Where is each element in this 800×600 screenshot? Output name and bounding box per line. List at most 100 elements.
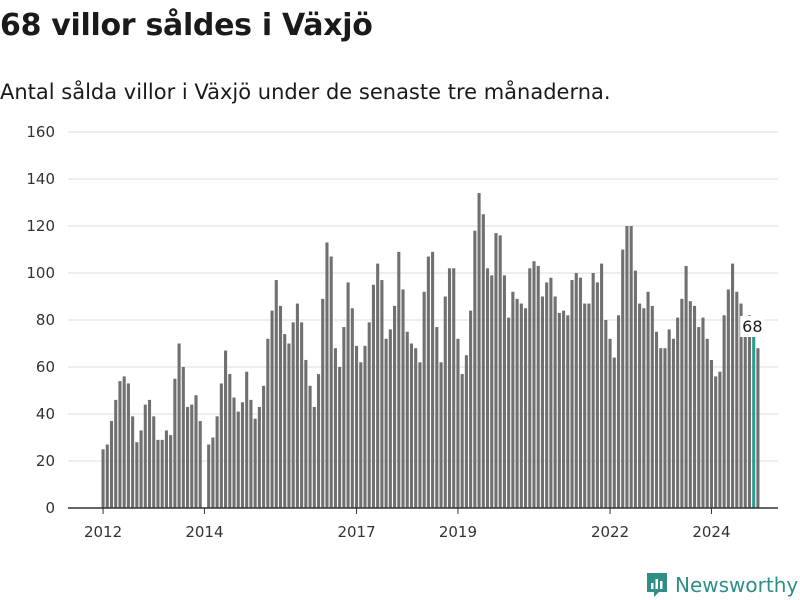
bar <box>566 315 570 508</box>
bar <box>621 249 625 508</box>
bar <box>300 322 304 508</box>
bar <box>232 397 236 508</box>
bar <box>726 289 730 508</box>
bar <box>240 402 245 508</box>
x-tick-label: 2024 <box>692 523 730 541</box>
bar <box>422 291 426 508</box>
bar <box>329 256 333 508</box>
y-tick-label: 140 <box>26 170 55 188</box>
y-tick-label: 0 <box>45 499 55 517</box>
bar <box>122 376 126 508</box>
bar <box>262 385 266 508</box>
bar <box>477 193 481 508</box>
bar <box>595 282 599 508</box>
bar <box>549 277 553 508</box>
bar <box>384 338 388 508</box>
bar <box>638 303 642 508</box>
bar <box>583 303 587 508</box>
bar <box>359 362 363 508</box>
bar <box>688 301 692 508</box>
bar <box>291 322 295 508</box>
bar <box>498 235 502 508</box>
bar <box>540 296 544 508</box>
bar <box>224 350 228 508</box>
bar <box>287 343 291 508</box>
bar <box>431 251 435 508</box>
bar <box>460 374 464 508</box>
bars <box>101 193 760 509</box>
bar <box>507 317 511 508</box>
x-tick-label: 2017 <box>337 523 375 541</box>
bar <box>346 282 350 508</box>
bar <box>680 298 684 508</box>
bar <box>380 280 384 508</box>
bar <box>143 404 147 508</box>
bar <box>469 310 473 508</box>
bar <box>266 338 270 508</box>
bar <box>253 418 257 508</box>
bar <box>147 399 152 508</box>
bar-highlight <box>752 334 756 508</box>
bar <box>629 226 633 508</box>
bar <box>676 317 680 508</box>
bar <box>456 338 460 508</box>
bar <box>659 348 663 508</box>
bar <box>363 345 367 508</box>
bar <box>418 362 422 508</box>
bar <box>439 362 443 508</box>
bar <box>131 416 135 508</box>
bar <box>731 263 735 508</box>
bar <box>342 327 346 508</box>
bar <box>270 310 274 508</box>
x-axis: 2012 2014 2017 2019 2022 2024 <box>68 507 778 541</box>
bar <box>473 230 477 508</box>
bar <box>574 273 578 508</box>
bar <box>308 385 312 508</box>
bar <box>553 296 557 508</box>
y-tick-label: 160 <box>26 123 55 141</box>
bar <box>283 334 287 508</box>
bar <box>156 439 160 508</box>
bar <box>608 338 612 508</box>
bar <box>532 261 536 508</box>
bar <box>743 336 747 508</box>
bar <box>401 289 405 508</box>
bar <box>114 399 118 508</box>
x-tick-label: 2022 <box>591 523 629 541</box>
bar <box>646 291 650 508</box>
bar <box>388 329 392 508</box>
x-tick-label: 2019 <box>439 523 477 541</box>
bar <box>198 421 202 508</box>
bar <box>612 357 616 508</box>
bar <box>274 280 278 508</box>
bar <box>312 406 316 508</box>
bar <box>709 359 713 508</box>
bar <box>304 359 308 508</box>
bar <box>160 439 164 508</box>
bar <box>139 430 143 508</box>
bar <box>207 444 211 508</box>
newsworthy-icon <box>647 573 667 597</box>
bar <box>494 233 498 509</box>
y-tick-label: 60 <box>36 358 55 376</box>
bar <box>397 251 401 508</box>
bar <box>663 348 667 508</box>
bar <box>109 421 114 508</box>
bar <box>528 268 532 508</box>
bar <box>464 355 468 508</box>
x-tick-label: 2012 <box>84 523 122 541</box>
bar <box>249 399 253 508</box>
bar <box>587 303 591 508</box>
bar <box>426 256 430 508</box>
bar <box>756 348 760 508</box>
bar <box>701 317 705 508</box>
bar <box>105 444 109 508</box>
bar <box>321 298 325 508</box>
bar <box>435 327 439 508</box>
bar <box>562 310 566 508</box>
chart-title: 68 villor såldes i Växjö <box>0 8 373 43</box>
bar <box>414 348 418 508</box>
bar <box>481 214 485 508</box>
bar <box>739 303 743 508</box>
